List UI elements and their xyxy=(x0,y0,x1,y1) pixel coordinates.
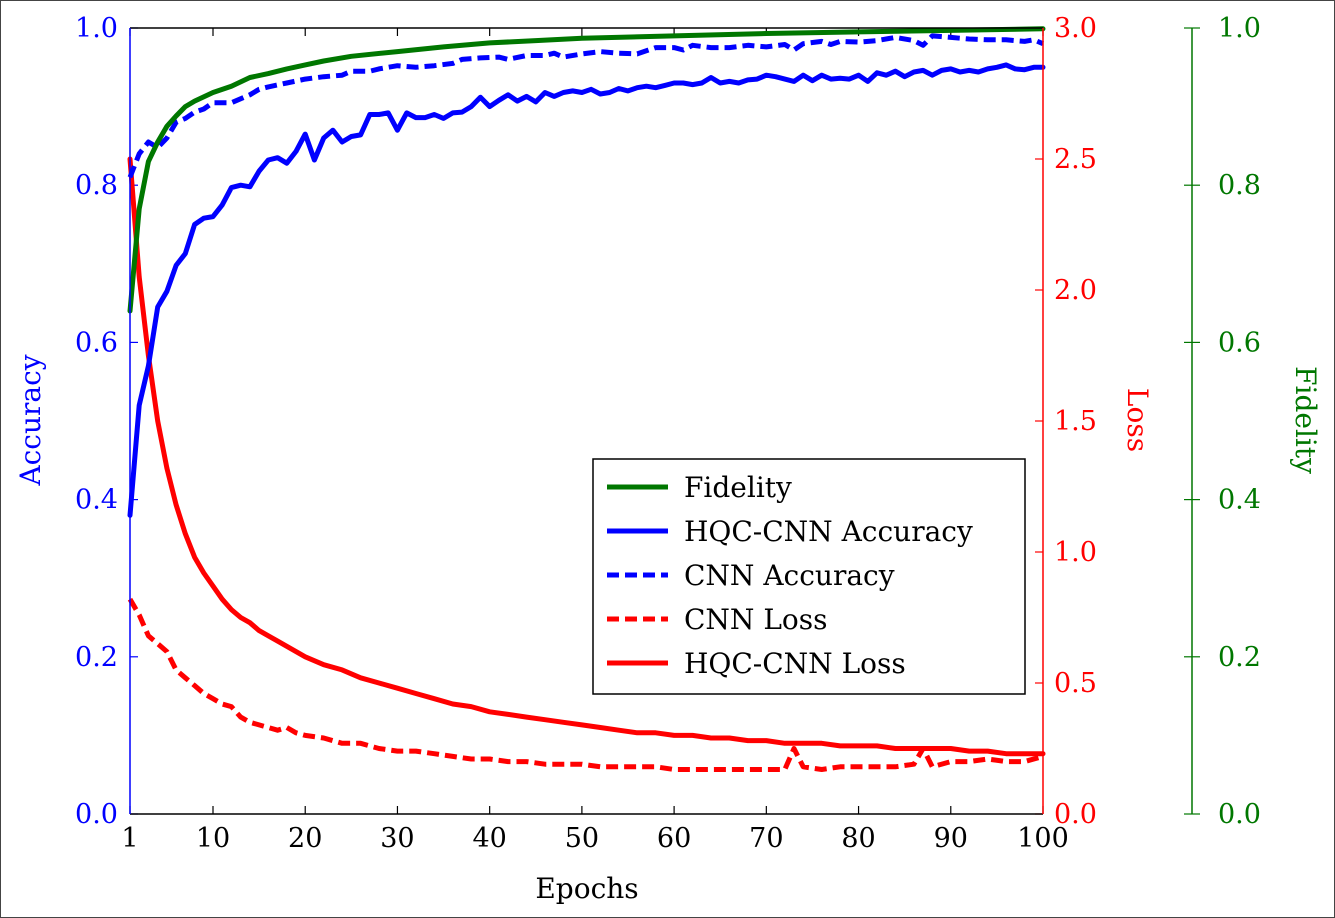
fidelity-axis-ticks: 0.0 0.2 0.4 0.6 0.8 1.0 xyxy=(1184,13,1261,830)
series-line-cnn-accuracy xyxy=(127,33,1044,179)
fidelity-tick-label: 0.2 xyxy=(1218,642,1261,673)
accuracy-tick-label: 0.0 xyxy=(75,799,118,830)
series-layer xyxy=(127,26,1046,772)
loss-tick-label: 0.5 xyxy=(1054,668,1097,699)
x-tick-label: 50 xyxy=(565,823,599,854)
legend: Fidelity HQC-CNN Accuracy CNN Accuracy CNN … xyxy=(592,458,1026,695)
x-tick-label: 60 xyxy=(657,823,691,854)
accuracy-tick-label: 1.0 xyxy=(75,13,118,44)
fidelity-tick-label: 0.6 xyxy=(1218,327,1261,358)
loss-axis-label: Loss xyxy=(1121,388,1154,452)
accuracy-axis-ticks: 0.0 0.2 0.4 0.6 0.8 1.0 xyxy=(75,13,138,830)
x-tick-label: 1 xyxy=(121,823,138,854)
legend-label: CNN Loss xyxy=(684,603,828,636)
fidelity-axis-label: Fidelity xyxy=(1289,366,1322,474)
fidelity-tick-label: 1.0 xyxy=(1218,13,1261,44)
loss-tick-label: 3.0 xyxy=(1054,13,1097,44)
x-tick-label: 100 xyxy=(1017,823,1069,854)
series-line-cnn-loss xyxy=(127,597,1044,772)
series-line-fidelity xyxy=(127,26,1046,314)
legend-label: HQC-CNN Loss xyxy=(684,647,906,680)
x-tick-label: 20 xyxy=(288,823,322,854)
series-line-hqc-cnn-accuracy xyxy=(127,62,1046,518)
loss-axis-ticks: 0.0 0.5 1.0 1.5 2.0 2.5 3.0 xyxy=(1035,13,1097,830)
accuracy-tick-label: 0.2 xyxy=(75,642,118,673)
fidelity-tick-label: 0.0 xyxy=(1218,799,1261,830)
x-axis-ticks: 1 10 20 30 40 50 60 70 80 90 100 xyxy=(121,28,1069,854)
x-axis-label: Epochs xyxy=(535,872,638,905)
fidelity-tick-label: 0.4 xyxy=(1218,485,1261,516)
accuracy-tick-label: 0.6 xyxy=(75,327,118,358)
x-tick-label: 70 xyxy=(749,823,783,854)
fidelity-tick-label: 0.8 xyxy=(1218,170,1261,201)
loss-tick-label: 1.5 xyxy=(1054,406,1097,437)
x-tick-label: 80 xyxy=(841,823,875,854)
accuracy-tick-label: 0.8 xyxy=(75,170,118,201)
legend-label: CNN Accuracy xyxy=(684,559,895,592)
x-tick-label: 30 xyxy=(380,823,414,854)
x-tick-label: 90 xyxy=(934,823,968,854)
accuracy-tick-label: 0.4 xyxy=(75,485,118,516)
loss-tick-label: 2.0 xyxy=(1054,275,1097,306)
loss-tick-label: 2.5 xyxy=(1054,144,1097,175)
x-tick-label: 40 xyxy=(472,823,506,854)
x-tick-label: 10 xyxy=(196,823,230,854)
loss-tick-label: 0.0 xyxy=(1054,799,1097,830)
legend-label: HQC-CNN Accuracy xyxy=(684,515,973,548)
series-line-hqc-cnn-loss xyxy=(127,156,1046,757)
loss-tick-label: 1.0 xyxy=(1054,537,1097,568)
legend-label: Fidelity xyxy=(684,471,792,504)
accuracy-axis-label: Accuracy xyxy=(14,354,47,486)
